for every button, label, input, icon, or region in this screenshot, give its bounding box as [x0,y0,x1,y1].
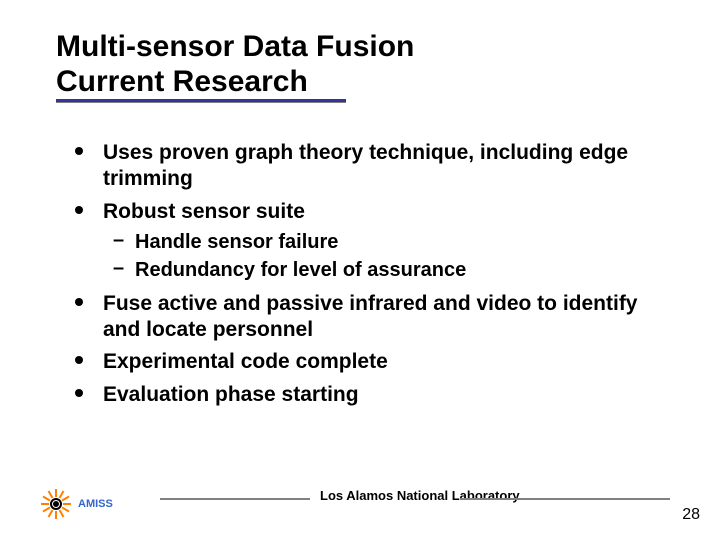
bullet-text: Uses proven graph theory technique, incl… [103,141,628,190]
content-area: Uses proven graph theory technique, incl… [75,140,670,414]
title-line-2: Current Research [56,65,680,100]
title-underline-bot [56,102,346,103]
page-number: 28 [682,506,700,524]
bullet-text: Experimental code complete [103,350,388,373]
bullet-list: Uses proven graph theory technique, incl… [75,140,670,408]
logo-text: AMISS [78,498,113,510]
sub-text: Redundancy for level of assurance [135,259,466,281]
lab-name: Los Alamos National Laboratory [320,488,450,503]
list-item: Evaluation phase starting [75,382,670,408]
footer-line-left [160,498,310,500]
footer: AMISS Los Alamos National Laboratory 28 [40,480,700,520]
list-item: Robust sensor suite Handle sensor failur… [75,199,670,283]
logo-icon [40,488,72,520]
logo-center-icon [50,498,62,510]
list-item: Fuse active and passive infrared and vid… [75,291,670,344]
slide: Multi-sensor Data Fusion Current Researc… [0,0,720,540]
sub-list: Handle sensor failure Redundancy for lev… [103,229,670,283]
sub-list-item: Handle sensor failure [113,229,670,255]
sub-list-item: Redundancy for level of assurance [113,257,670,283]
slide-title: Multi-sensor Data Fusion Current Researc… [56,30,680,99]
bullet-text: Fuse active and passive infrared and vid… [103,292,638,341]
bullet-text: Evaluation phase starting [103,383,359,406]
list-item: Uses proven graph theory technique, incl… [75,140,670,193]
title-line-1: Multi-sensor Data Fusion [56,30,680,65]
footer-line-right [460,498,670,500]
sub-text: Handle sensor failure [135,231,338,253]
bullet-text: Robust sensor suite [103,200,305,223]
title-block: Multi-sensor Data Fusion Current Researc… [56,30,680,103]
list-item: Experimental code complete [75,349,670,375]
logo: AMISS [40,488,113,520]
